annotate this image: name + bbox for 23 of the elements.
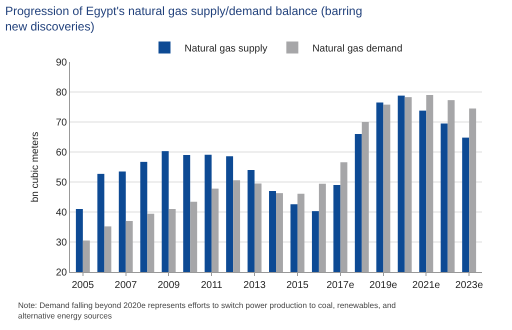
y-tick-label: 50 bbox=[56, 178, 68, 188]
x-tick-label: 2011 bbox=[200, 280, 223, 291]
x-tick-label: 2021e bbox=[412, 280, 441, 291]
y-tick-label: 90 bbox=[56, 58, 68, 68]
x-tick-label: 2017e bbox=[326, 280, 355, 291]
x-tick-label: 2009 bbox=[158, 280, 180, 291]
x-tick-label: 2015 bbox=[286, 280, 310, 291]
y-tick-label: 70 bbox=[56, 118, 68, 128]
x-tick-label: 2023e bbox=[455, 280, 484, 291]
legend-label: Natural gas demand bbox=[312, 43, 402, 54]
y-tick-label: 20 bbox=[56, 268, 68, 278]
x-tick-label: 2007 bbox=[114, 280, 138, 291]
y-tick-label: 80 bbox=[56, 88, 68, 98]
x-tick-label: 2019e bbox=[369, 280, 398, 291]
y-axis-title: bn cubic meters bbox=[30, 132, 41, 202]
y-tick-label: 30 bbox=[56, 238, 68, 248]
y-tick-label: 40 bbox=[56, 208, 68, 218]
text: Note: Demand falling beyond 2020e represents efforts to switch power production to coal, renewables, and alternative energy sources bbox=[18, 301, 396, 320]
x-tick-label: 2005 bbox=[72, 280, 94, 291]
x-tick-label: 2013 bbox=[243, 280, 266, 291]
chart-title: Progression of Egypt's natural gas supply/demand balance (barring new discoveries) bbox=[5, 4, 362, 34]
legend-label: Natural gas supply bbox=[184, 43, 268, 54]
y-tick-label: 60 bbox=[56, 148, 68, 158]
